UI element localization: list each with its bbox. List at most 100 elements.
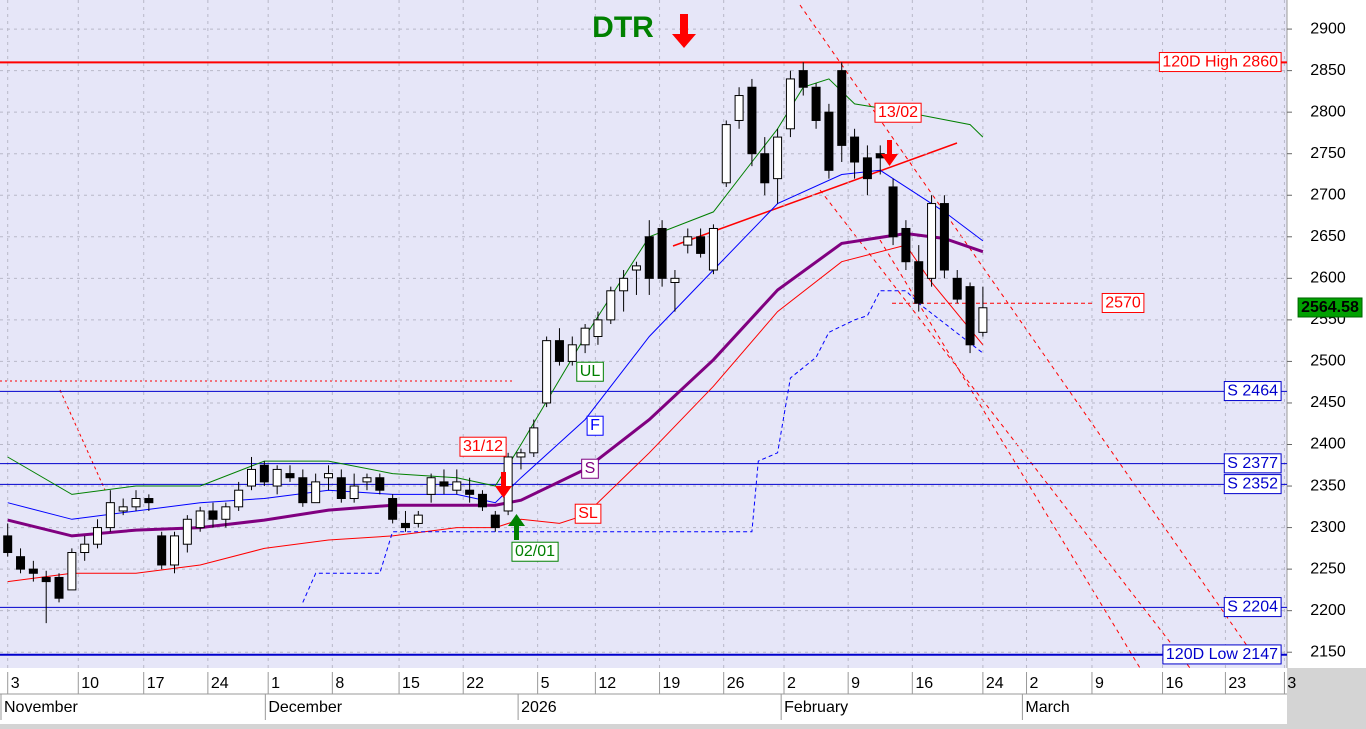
candle-body: [619, 277, 629, 292]
label-box: [1223, 381, 1282, 402]
candle-body: [16, 556, 26, 570]
x-tick-label: 2: [1030, 675, 1039, 692]
month-label: February: [784, 699, 848, 716]
candle-body: [734, 95, 744, 121]
candle-body: [939, 203, 949, 271]
label-text: UL: [580, 363, 601, 380]
candle-body: [465, 489, 475, 495]
label-text: 02/01: [515, 543, 555, 560]
y-tick-label: 2750: [1310, 145, 1346, 162]
candle-body: [914, 261, 924, 304]
x-tick-label: 26: [727, 675, 745, 692]
x-tick-label: 1: [271, 675, 280, 692]
y-tick-label: 2800: [1310, 103, 1346, 120]
chart-title: DTR: [592, 11, 654, 44]
candle-body: [362, 477, 372, 483]
candle-body: [901, 227, 911, 263]
candle-body: [400, 522, 410, 529]
candle-body: [580, 327, 590, 346]
candle-body: [195, 510, 205, 529]
candle-body: [708, 227, 718, 271]
candle-body: [850, 136, 860, 163]
candle-body: [606, 290, 616, 321]
candle-body: [375, 477, 385, 491]
label-text: 120D Low 2147: [1166, 646, 1278, 663]
label-box: [459, 436, 507, 457]
candle-body: [824, 111, 834, 171]
x-tick-label: 19: [663, 675, 681, 692]
trend-line: [672, 142, 958, 247]
label-box: [574, 503, 602, 524]
label-text: F: [590, 417, 600, 434]
candle-body: [413, 514, 423, 524]
candle-body: [670, 277, 680, 283]
candle-body: [259, 464, 269, 483]
x-tick-label: 23: [1228, 675, 1246, 692]
candle-body: [388, 498, 398, 520]
candle-body: [888, 186, 898, 238]
candle-body: [644, 236, 654, 279]
candle-body: [336, 477, 346, 500]
candle-body: [490, 514, 500, 529]
candle-body: [285, 473, 295, 479]
candle-body: [760, 153, 770, 184]
candle-body: [798, 70, 808, 88]
label-box: [1223, 453, 1282, 474]
signal-arrow: [881, 140, 898, 166]
label-text: 2570: [1105, 294, 1141, 311]
candle-body: [234, 489, 244, 508]
label-box: [586, 415, 604, 436]
candle-body: [696, 236, 706, 254]
label-text: SL: [578, 505, 598, 522]
candle-body: [683, 236, 693, 246]
trend-line: [59, 389, 106, 491]
x-tick-label: 12: [598, 675, 616, 692]
label-box: [1101, 292, 1145, 313]
candle-body: [529, 427, 539, 454]
label-text: S 2352: [1227, 476, 1278, 493]
candle-body: [208, 510, 218, 520]
x-tick-label: 9: [1095, 675, 1104, 692]
y-tick-label: 2900: [1310, 20, 1346, 37]
y-tick-label: 2300: [1310, 519, 1346, 536]
candle-body: [221, 506, 231, 520]
x-tick-label: 17: [147, 675, 165, 692]
label-box: [581, 458, 599, 479]
candle-body: [28, 568, 38, 574]
candle-body: [657, 227, 667, 279]
candle-body: [170, 535, 180, 566]
label-text: 31/12: [463, 438, 503, 455]
y-tick-label: 2250: [1310, 560, 1346, 577]
x-tick-label: 24: [986, 675, 1004, 692]
y-axis-area: [1287, 0, 1366, 668]
candle-body: [41, 576, 51, 583]
candle-body: [631, 265, 641, 271]
candle-body: [978, 307, 988, 333]
x-tick-label: 5: [541, 675, 550, 692]
candle-body: [323, 473, 333, 479]
candle-body: [298, 477, 308, 504]
candle-body: [516, 452, 526, 458]
y-tick-label: 2700: [1310, 186, 1346, 203]
y-tick-label: 2150: [1310, 643, 1346, 660]
candle-body: [54, 576, 64, 599]
month-label: 2026: [521, 699, 557, 716]
plot-area: [0, 0, 1287, 668]
y-tick-label: 2400: [1310, 436, 1346, 453]
label-box: [874, 102, 922, 123]
signal-arrow: [508, 514, 525, 540]
candle-body: [3, 535, 13, 554]
candle-body: [246, 468, 256, 487]
x-tick-label: 8: [335, 675, 344, 692]
label-box: [576, 361, 604, 382]
label-box: [1223, 597, 1282, 618]
x-tick-label: 22: [466, 675, 484, 692]
candle-body: [144, 498, 154, 504]
label-box: [1223, 474, 1282, 495]
label-text: 120D High 2860: [1162, 54, 1278, 71]
y-tick-label: 2600: [1310, 270, 1346, 287]
month-label: December: [268, 699, 342, 716]
indicator-line: [7, 244, 984, 583]
candle-body: [721, 124, 731, 184]
